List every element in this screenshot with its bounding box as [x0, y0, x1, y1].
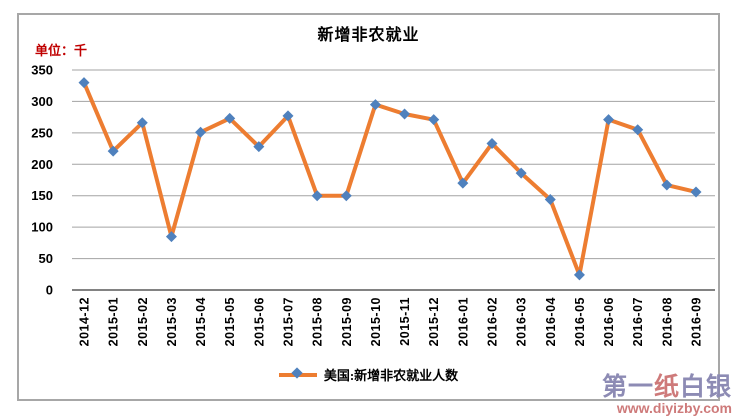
x-axis-category-label: 2015-08	[311, 297, 325, 346]
plot-area: 350 300 250 200 150 100 50 0 2014-12 2015-01 2015-…	[31, 63, 715, 346]
data-point-marker	[78, 77, 90, 89]
data-point-marker	[544, 193, 556, 205]
x-axis-category-label: 2016-07	[631, 297, 645, 346]
watermark-text-part: 第一	[601, 373, 654, 401]
data-point-marker	[457, 177, 469, 189]
data-point-marker	[165, 231, 177, 243]
data-point-marker	[195, 126, 207, 138]
x-axis-category-label: 2015-02	[136, 297, 150, 346]
x-axis-category-label: 2016-06	[602, 297, 616, 346]
x-axis-category-label: 2015-04	[194, 297, 208, 346]
watermark-title: 第一纸白银	[602, 375, 732, 400]
x-axis-category-label: 2015-05	[223, 297, 237, 346]
diamond-marker-icon	[291, 367, 303, 379]
y-axis-tick-label: 100	[31, 220, 53, 235]
x-axis-category-label: 2016-04	[544, 297, 558, 346]
data-point-marker	[311, 190, 323, 202]
data-point-marker	[282, 110, 294, 122]
x-axis-category-label: 2015-12	[427, 297, 441, 346]
data-point-marker	[515, 167, 527, 179]
data-point-marker	[369, 99, 381, 111]
data-point-marker	[573, 269, 585, 281]
data-point-marker	[661, 179, 673, 191]
x-axis-category-label: 2015-09	[340, 297, 354, 346]
legend-line-marker-swatch	[278, 367, 317, 379]
unit-label: 单位：千	[35, 43, 88, 58]
chart-frame: 新增非农就业 单位：千 350 300 250 200 150 100 50 0 2014-12…	[17, 13, 720, 401]
x-axis-category-label: 2016-03	[515, 297, 529, 346]
watermark-text-part: 纸	[653, 373, 680, 401]
data-point-marker	[107, 145, 119, 157]
data-point-marker	[486, 138, 498, 150]
series-line	[82, 80, 698, 277]
data-point-marker	[690, 186, 702, 198]
data-point-marker	[632, 124, 644, 136]
watermark-text-part: 白银	[679, 373, 732, 401]
data-point-marker	[224, 112, 236, 124]
data-point-marker	[136, 117, 148, 129]
x-axis-category-label: 2016-09	[690, 297, 704, 346]
x-axis-category-label: 2016-05	[573, 297, 587, 346]
x-axis-category-label: 2015-11	[398, 297, 412, 346]
data-point-marker	[428, 114, 440, 126]
x-axis-category-label: 2015-06	[252, 297, 266, 346]
x-axis-category-label: 2015-03	[165, 297, 179, 346]
y-axis-tick-label: 50	[39, 251, 53, 266]
x-axis-category-label: 2016-08	[660, 297, 674, 346]
x-axis-category-label: 2015-01	[107, 297, 121, 346]
data-point-marker	[399, 108, 411, 120]
x-axis-category-label: 2015-07	[282, 297, 296, 346]
y-axis-tick-label: 300	[31, 94, 53, 109]
x-axis-category-label: 2014-12	[78, 297, 92, 346]
x-axis-category-label: 2016-02	[486, 297, 500, 346]
data-point-marker	[603, 114, 615, 126]
y-axis-tick-label: 250	[31, 125, 53, 140]
y-axis-tick-label: 350	[31, 63, 53, 78]
watermark-url: www.diyizby.com	[616, 400, 732, 416]
watermark: 第一纸白银 www.diyizby.com	[602, 375, 732, 416]
legend-series-label: 美国:新增非农就业人数	[323, 368, 459, 383]
data-point-marker	[253, 141, 265, 153]
data-point-marker	[340, 190, 352, 202]
y-axis-tick-label: 150	[31, 188, 53, 203]
x-axis-category-label: 2016-01	[456, 297, 470, 346]
chart-title: 新增非农就业	[317, 27, 420, 44]
x-axis-category-label: 2015-10	[369, 297, 383, 346]
y-axis-tick-label: 200	[31, 157, 53, 172]
y-axis-tick-label: 0	[46, 283, 53, 298]
legend: 美国:新增非农就业人数	[19, 365, 718, 384]
